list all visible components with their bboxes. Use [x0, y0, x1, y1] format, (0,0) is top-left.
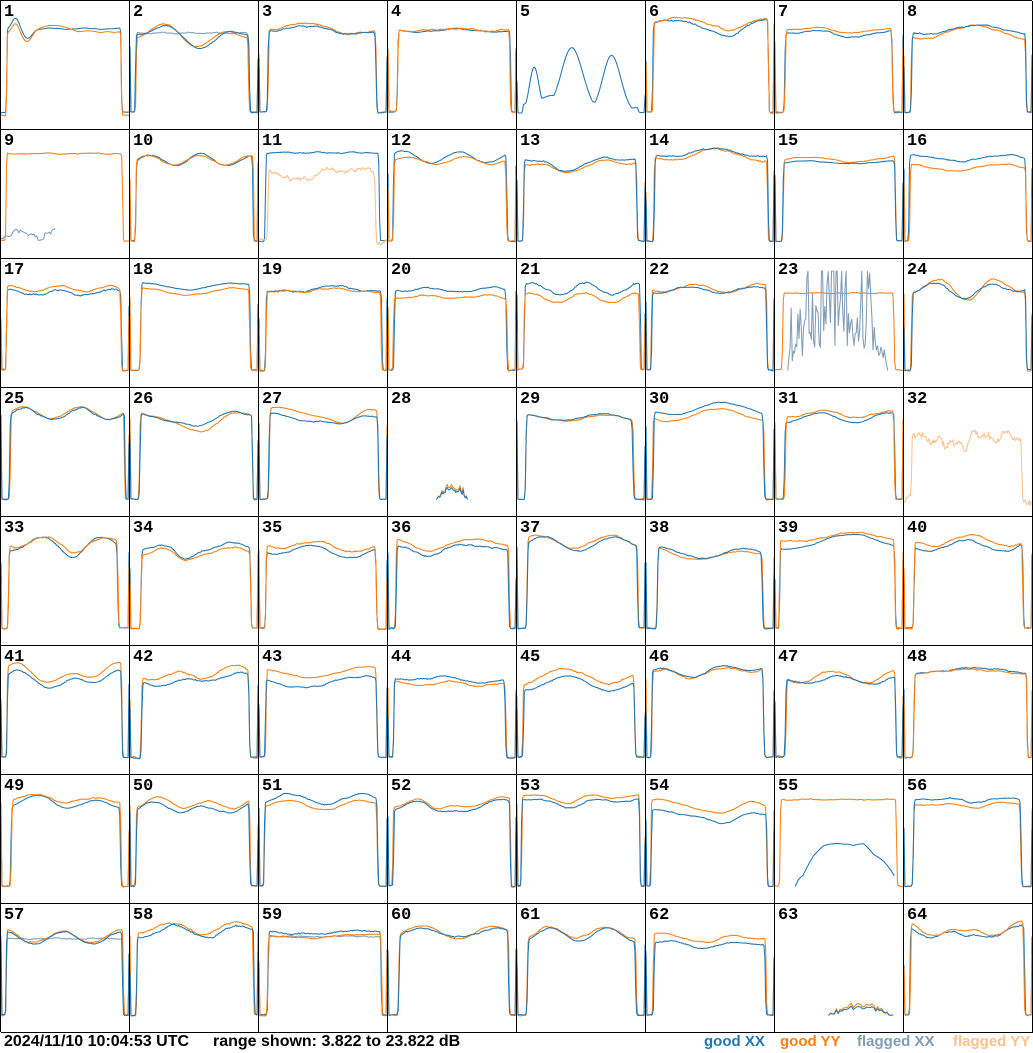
svg-text:8: 8	[907, 3, 917, 22]
svg-text:11: 11	[262, 132, 282, 151]
svg-text:25: 25	[4, 390, 24, 409]
svg-text:50: 50	[133, 777, 153, 796]
svg-text:9: 9	[4, 132, 14, 151]
svg-text:42: 42	[133, 648, 153, 667]
svg-text:4: 4	[391, 3, 401, 22]
svg-text:58: 58	[133, 906, 153, 925]
svg-text:15: 15	[778, 132, 798, 151]
svg-text:2: 2	[133, 3, 143, 22]
svg-text:62: 62	[649, 906, 669, 925]
svg-text:38: 38	[649, 519, 669, 538]
svg-text:55: 55	[778, 777, 798, 796]
svg-text:20: 20	[391, 261, 411, 280]
svg-text:32: 32	[907, 390, 927, 409]
svg-text:19: 19	[262, 261, 282, 280]
svg-text:43: 43	[262, 648, 282, 667]
svg-text:36: 36	[391, 519, 411, 538]
svg-text:13: 13	[520, 132, 540, 151]
svg-text:34: 34	[133, 519, 153, 538]
svg-text:3: 3	[262, 3, 272, 22]
svg-text:10: 10	[133, 132, 153, 151]
svg-text:6: 6	[649, 3, 659, 22]
svg-text:30: 30	[649, 390, 669, 409]
svg-text:27: 27	[262, 390, 282, 409]
svg-text:44: 44	[391, 648, 411, 667]
svg-text:57: 57	[4, 906, 24, 925]
svg-text:48: 48	[907, 648, 927, 667]
svg-text:52: 52	[391, 777, 411, 796]
svg-text:17: 17	[4, 261, 24, 280]
svg-text:18: 18	[133, 261, 153, 280]
svg-text:12: 12	[391, 132, 411, 151]
svg-text:41: 41	[4, 648, 24, 667]
svg-text:23: 23	[778, 261, 798, 280]
svg-text:64: 64	[907, 906, 927, 925]
svg-text:49: 49	[4, 777, 24, 796]
svg-text:28: 28	[391, 390, 411, 409]
svg-text:5: 5	[520, 3, 530, 22]
svg-text:31: 31	[778, 390, 798, 409]
svg-text:24: 24	[907, 261, 927, 280]
svg-text:54: 54	[649, 777, 669, 796]
svg-text:37: 37	[520, 519, 540, 538]
svg-text:46: 46	[649, 648, 669, 667]
svg-text:61: 61	[520, 906, 540, 925]
svg-text:21: 21	[520, 261, 540, 280]
svg-text:33: 33	[4, 519, 24, 538]
svg-text:59: 59	[262, 906, 282, 925]
svg-text:1: 1	[4, 3, 14, 22]
svg-text:45: 45	[520, 648, 540, 667]
svg-text:60: 60	[391, 906, 411, 925]
svg-text:39: 39	[778, 519, 798, 538]
svg-text:47: 47	[778, 648, 798, 667]
svg-text:56: 56	[907, 777, 927, 796]
svg-text:63: 63	[778, 906, 798, 925]
svg-text:26: 26	[133, 390, 153, 409]
svg-text:22: 22	[649, 261, 669, 280]
svg-text:7: 7	[778, 3, 788, 22]
svg-text:16: 16	[907, 132, 927, 151]
svg-text:40: 40	[907, 519, 927, 538]
svg-text:14: 14	[649, 132, 669, 151]
svg-text:53: 53	[520, 777, 540, 796]
svg-text:29: 29	[520, 390, 540, 409]
svg-text:35: 35	[262, 519, 282, 538]
svg-text:51: 51	[262, 777, 282, 796]
